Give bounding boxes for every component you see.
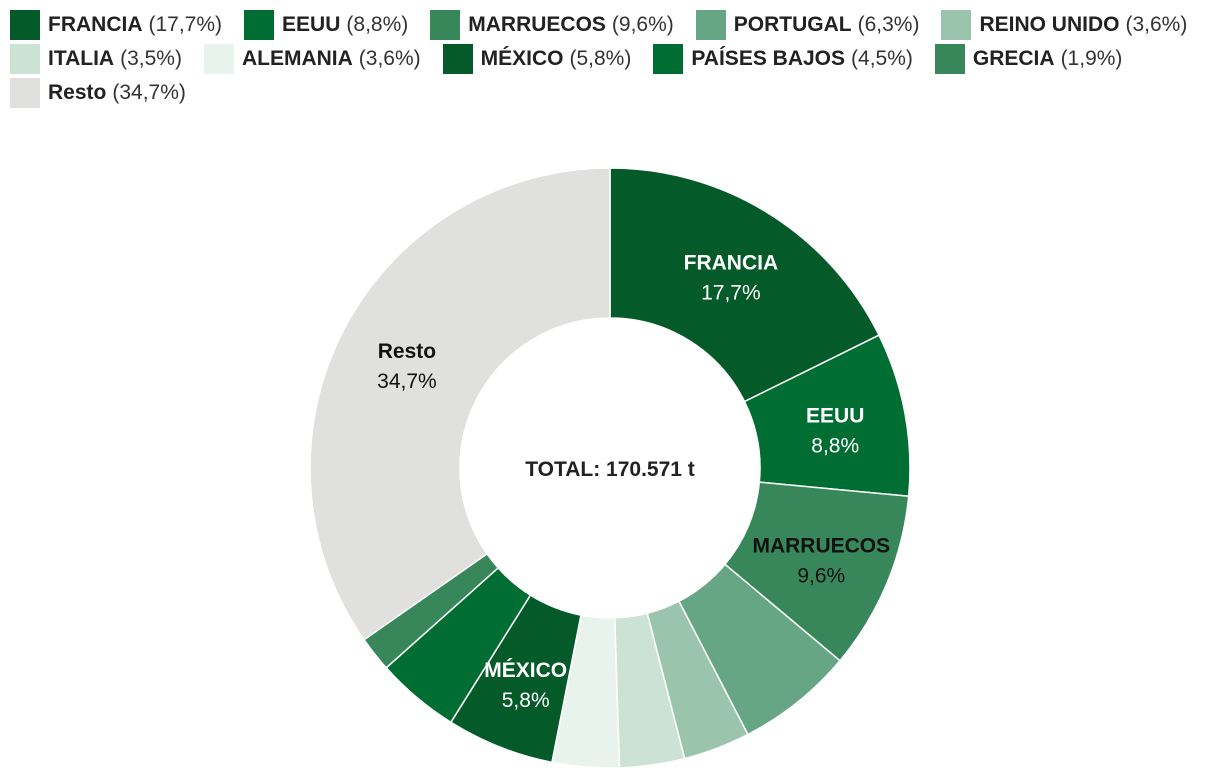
slice-label-name: MARRUECOS xyxy=(752,534,890,557)
legend-value: (34,7%) xyxy=(112,81,186,104)
donut-slice xyxy=(609,167,880,403)
legend-value: (3,6%) xyxy=(1125,13,1188,36)
legend-swatch xyxy=(203,44,234,74)
slice-label-value: 9,6% xyxy=(797,564,845,587)
legend-label: ITALIA xyxy=(48,47,115,70)
donut-slices xyxy=(309,167,911,769)
legend-label: ALEMANIA xyxy=(241,47,353,70)
legend-value: (17,7%) xyxy=(148,13,223,36)
legend-value: (5,8%) xyxy=(569,47,632,70)
legend-label: FRANCIA xyxy=(48,13,143,36)
slice-label-name: MÉXICO xyxy=(484,659,567,682)
legend-label: GRECIA xyxy=(972,47,1055,70)
legend-value: (4,5%) xyxy=(851,47,913,70)
legend-item: ALEMANIA (3,6%) xyxy=(203,42,421,76)
legend-value: (9,6%) xyxy=(611,13,674,36)
legend-swatch xyxy=(10,78,40,108)
legend-swatch xyxy=(10,10,40,40)
legend-item: PORTUGAL (6,3%) xyxy=(695,8,920,42)
legend-label: PORTUGAL xyxy=(733,13,852,36)
legend-label: MÉXICO xyxy=(480,47,564,70)
legend-item: REINO UNIDO (3,6%) xyxy=(941,8,1187,42)
legend-item: GRECIA (1,9%) xyxy=(934,42,1123,76)
legend-swatch xyxy=(695,10,726,40)
legend-swatch xyxy=(244,10,275,40)
legend-label: EEUU xyxy=(282,13,341,36)
legend-item: MÉXICO (5,8%) xyxy=(442,42,632,76)
legend-swatch xyxy=(941,10,972,40)
legend-label: PAÍSES BAJOS xyxy=(691,47,846,70)
legend-item: MARRUECOS (9,6%) xyxy=(430,8,674,42)
legend-item: EEUU (8,8%) xyxy=(244,8,408,42)
legend-swatch xyxy=(10,44,40,74)
slice-label-value: 5,8% xyxy=(502,689,550,712)
legend-swatch xyxy=(442,44,473,74)
slice-label-value: 8,8% xyxy=(811,435,859,458)
donut-center-total: TOTAL: 170.571 t xyxy=(525,458,695,481)
legend-item: ITALIA (3,5%) xyxy=(10,42,182,76)
legend-item: Resto (34,7%) xyxy=(10,76,186,110)
slice-label-name: Resto xyxy=(378,340,436,363)
legend-value: (3,5%) xyxy=(120,47,182,70)
legend-value: (6,3%) xyxy=(857,13,920,36)
legend-swatch xyxy=(934,44,965,74)
legend-swatch xyxy=(653,44,684,74)
legend-label: MARRUECOS xyxy=(468,13,606,36)
slice-label-name: FRANCIA xyxy=(684,252,779,275)
slice-label-value: 17,7% xyxy=(701,282,761,305)
legend-value: (3,6%) xyxy=(358,47,421,70)
legend-label: Resto xyxy=(48,81,107,104)
legend-item: FRANCIA (17,7%) xyxy=(10,8,222,42)
legend-value: (1,9%) xyxy=(1060,47,1123,70)
legend-item: PAÍSES BAJOS (4,5%) xyxy=(653,42,913,76)
donut-slice-labels: FRANCIA 17,7% EEUU 8,8% MARRUECOS 9,6% MÉXICO 5… xyxy=(377,252,890,712)
donut-slice xyxy=(309,167,611,641)
legend-swatch xyxy=(430,10,461,40)
slice-label-name: EEUU xyxy=(806,405,864,428)
legend-label: REINO UNIDO xyxy=(979,13,1120,36)
chart-legend: FRANCIA (17,7%) EEUU (8,8%) MARRUECOS (9,6%) P… xyxy=(10,8,1215,110)
legend-value: (8,8%) xyxy=(346,13,409,36)
slice-label-value: 34,7% xyxy=(377,370,437,393)
